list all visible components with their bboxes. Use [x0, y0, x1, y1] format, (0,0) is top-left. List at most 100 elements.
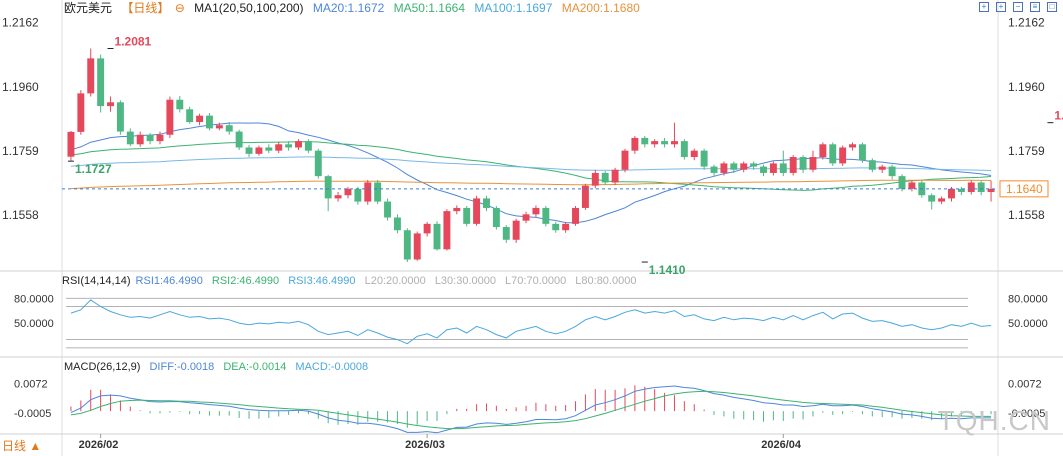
rsi-axis-tick: 80.0000 [1008, 293, 1048, 305]
candle-body [562, 223, 570, 231]
crosshair-icon[interactable]: + [979, 2, 989, 12]
zoom-out-icon[interactable]: − [1013, 2, 1023, 12]
rsi3-value: RSI3:46.4990 [288, 275, 356, 287]
candle-body [581, 185, 589, 208]
list-icon[interactable]: ≡ [1030, 2, 1040, 12]
candle-body [512, 220, 520, 240]
candle-body [87, 58, 95, 94]
candle-body [146, 134, 154, 142]
price-axis-tick: 1.1759 [1008, 144, 1045, 158]
time-axis-label: 2026/02 [79, 439, 119, 451]
diff-value: DIFF:-0.0018 [149, 361, 215, 373]
rsi-axis-tick: 50.0000 [14, 318, 54, 330]
ma100-line [70, 156, 992, 171]
candle-body [878, 166, 886, 170]
candle-body [750, 163, 758, 167]
rsi2-value: RSI2:46.4990 [211, 275, 280, 287]
candle-body [374, 182, 382, 202]
macd-axis-tick: 0.0072 [14, 379, 48, 391]
fullscreen-icon[interactable]: □ [1047, 2, 1057, 12]
candle-body [215, 125, 223, 129]
candle-body [641, 137, 649, 145]
l80-value: L80:80.0000 [575, 275, 637, 287]
candle-body [611, 169, 619, 183]
macd-value: MACD:-0.0008 [295, 361, 369, 373]
candle-body [591, 172, 599, 186]
extreme-label: 1.1410 [649, 263, 686, 277]
macd-axis-tick: -0.0005 [14, 408, 51, 420]
macd-axis-tick: -0.0005 [1008, 408, 1045, 420]
candle-body [265, 147, 273, 151]
candle-body [295, 141, 302, 148]
candle-body [799, 157, 807, 170]
period-label[interactable]: 【日线】 [121, 1, 170, 15]
macd-dea-line [70, 390, 992, 430]
candle-body [463, 207, 471, 224]
macd-label[interactable]: MACD(26,12,9) [64, 361, 141, 373]
macd-axis-tick: 0.0072 [1008, 379, 1042, 391]
candle-body [552, 223, 560, 231]
symbol-label: 欧元美元 [64, 1, 113, 15]
rsi-label[interactable]: RSI(14,14,14) [62, 275, 131, 287]
candle-body [473, 198, 481, 224]
candle-body [779, 163, 787, 173]
candle-body [196, 115, 204, 123]
candle-body [601, 172, 609, 183]
candle-body [205, 115, 213, 129]
candle-body [364, 182, 372, 202]
candle-body [700, 150, 708, 167]
candle-body [304, 141, 312, 151]
candle-body [690, 150, 698, 158]
candle-body [760, 166, 767, 173]
time-axis-label: 2026/03 [405, 439, 445, 451]
extreme-label: 1.1727 [75, 162, 112, 176]
candle-body [502, 227, 510, 240]
price-axis-tick: 1.1759 [2, 144, 39, 158]
candle-body [670, 141, 678, 145]
candle-body [393, 217, 401, 231]
l70-value: L70:70.0000 [505, 275, 567, 287]
candle-body [77, 93, 85, 132]
candle-body [730, 163, 738, 170]
dea-value: DEA:-0.0014 [223, 361, 287, 373]
candle-body [245, 147, 253, 154]
candle-body [235, 131, 243, 148]
candle-body [107, 102, 114, 107]
candle-body [275, 144, 283, 151]
candle-body [858, 144, 866, 161]
candle-body [908, 182, 916, 189]
chart-toolbar: + + − ≡ □ [979, 2, 1057, 12]
candle-body [492, 207, 500, 228]
ma200-line [70, 179, 992, 190]
ma20-line [70, 122, 992, 224]
settings-icon[interactable]: ⊖ [174, 1, 185, 15]
ma-indicator-label[interactable]: MA1(20,50,100,200) [194, 1, 304, 15]
candle-body [176, 99, 184, 110]
candle-body [384, 201, 392, 218]
candle-body [651, 141, 659, 145]
candle-body [888, 166, 896, 177]
candle-body [898, 176, 906, 189]
candle-body [126, 131, 134, 145]
l20-value: L20:20.0000 [364, 275, 426, 287]
candle-body [868, 160, 876, 170]
time-axis-label: 2026/04 [761, 439, 802, 451]
candle-body [839, 147, 847, 164]
zoom-in-icon[interactable]: + [996, 2, 1006, 12]
candle-body [314, 150, 322, 177]
macd-diff-line [70, 385, 992, 434]
candle-body [453, 207, 461, 212]
candle-body [423, 223, 431, 234]
candle-body [413, 233, 421, 260]
candle-body [621, 150, 629, 170]
candle-body [97, 58, 105, 107]
rsi1-value: RSI1:46.4990 [135, 275, 203, 287]
candle-body [433, 223, 441, 250]
candle-body [572, 207, 579, 224]
period-toggle-button[interactable]: 日线 ▲ [2, 439, 42, 453]
ma100-value: MA100:1.1697 [474, 1, 553, 15]
candle-body [522, 214, 530, 221]
candle-body [344, 188, 352, 196]
candle-body [354, 188, 362, 202]
